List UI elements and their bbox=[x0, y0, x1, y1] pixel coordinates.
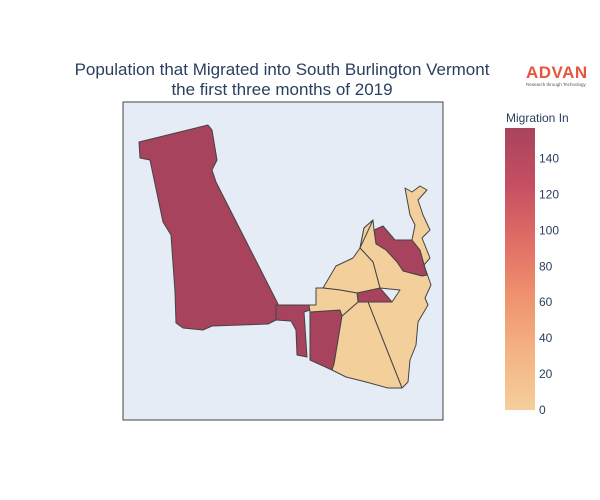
colorbar bbox=[505, 128, 535, 410]
region-south-large[interactable] bbox=[331, 301, 403, 389]
chart-title: Population that Migrated into South Burl… bbox=[28, 60, 536, 100]
region-northwest[interactable] bbox=[138, 124, 279, 331]
colorbar-tick-80: 80 bbox=[539, 259, 553, 273]
colorbar-tick-20: 20 bbox=[539, 367, 553, 381]
colorbar-tick-100: 100 bbox=[539, 223, 559, 237]
colorbar-tick-140: 140 bbox=[539, 152, 559, 166]
logo-name: ADVAN bbox=[526, 63, 588, 82]
advan-logo: ADVAN Research through Technology bbox=[526, 64, 596, 88]
colorbar-ticks: 0 20 40 60 80 100 120 140 bbox=[539, 152, 559, 417]
region-center-small[interactable] bbox=[308, 287, 359, 317]
chart-title-line2: the first three months of 2019 bbox=[171, 80, 393, 99]
logo-tagline: Research through Technology bbox=[526, 82, 586, 87]
colorbar-tick-120: 120 bbox=[539, 187, 559, 201]
colorbar-title: Migration In bbox=[506, 111, 569, 125]
colorbar-tick-60: 60 bbox=[539, 295, 553, 309]
colorbar-tick-40: 40 bbox=[539, 331, 553, 345]
region-east-shore[interactable] bbox=[359, 185, 432, 389]
chart-title-line1: Population that Migrated into South Burl… bbox=[74, 60, 490, 79]
colorbar-tick-0: 0 bbox=[539, 403, 546, 417]
